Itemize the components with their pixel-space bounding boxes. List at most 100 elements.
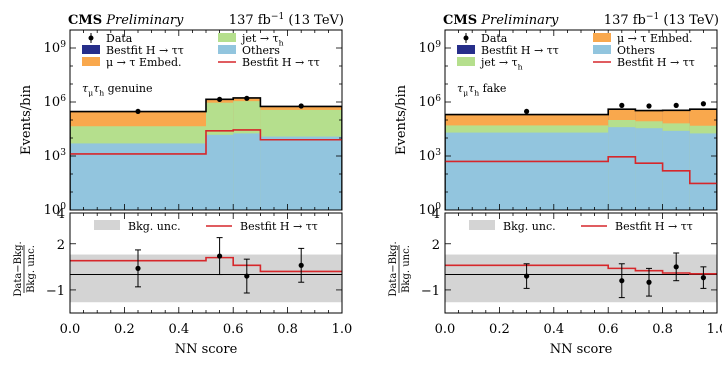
category-label: τμ​τh​ genuine (82, 82, 152, 97)
text-span: Bestfit H → ττ (617, 56, 695, 69)
ratio-signal-line (70, 256, 342, 273)
ratio-y-tick-label: −1 (421, 284, 440, 299)
ratio-ylabel-denominator: Bkg. unc. (26, 245, 37, 293)
ratio-point (298, 262, 304, 268)
text-span: jet → τ (479, 56, 518, 69)
ratio-point (217, 253, 223, 259)
y-tick-label: 100 (44, 202, 67, 218)
legend-label: jet → τh​ (240, 32, 284, 47)
stack-bar (689, 133, 717, 210)
ratio-y-axis-label: Data−Bkg. Bkg. unc. (388, 241, 412, 296)
x-axis-label: NN score (550, 342, 613, 357)
text-span: 6 (435, 94, 441, 104)
x-tick-label: 0.4 (543, 322, 564, 337)
text-span: jet → τ (240, 32, 279, 45)
legend-label: Bestfit H → ττ (242, 56, 320, 69)
legend-label: Bestfit H → ττ (106, 44, 184, 57)
text-span: μ → τ Embed. (617, 32, 693, 45)
stack-bar (206, 134, 234, 210)
text-span: 0 (435, 202, 441, 212)
legend-marker-box (82, 45, 100, 54)
text-span: Others (617, 44, 655, 57)
data-point (217, 96, 223, 102)
text-span: 10 (44, 95, 61, 110)
stack-bar (608, 127, 636, 210)
y-tick-label: 106 (419, 94, 442, 110)
text-span: Bestfit H → ττ (481, 44, 559, 57)
y-axis-label: Events/bin (394, 84, 409, 155)
data-point (244, 95, 250, 101)
y-tick-label: 109 (419, 40, 442, 56)
ratio-legend-unc: Bkg. unc. (128, 220, 181, 233)
y-tick-label: 109 (44, 40, 67, 56)
text-span: Preliminary (105, 13, 184, 28)
data-point (619, 102, 625, 108)
text-span: 0 (60, 202, 66, 212)
data-point (298, 103, 304, 109)
y-tick-label: 103 (44, 148, 67, 164)
text-span: μ (88, 88, 93, 97)
ratio-ylabel-numerator: Data−Bkg. (13, 241, 24, 296)
stack-bar (233, 133, 261, 210)
signal-line (70, 129, 342, 155)
text-span: h (518, 62, 523, 71)
text-span: Bestfit H → ττ (106, 44, 184, 57)
text-span: τ (82, 82, 89, 95)
legend-marker-box (593, 45, 611, 54)
ratio-y-axis-label: Data−Bkg. Bkg. unc. (13, 241, 37, 296)
ratio-point (673, 264, 679, 270)
ratio-frame (444, 212, 718, 314)
text-span: 10 (419, 203, 436, 218)
x-tick-label: 0.2 (489, 322, 510, 337)
ratio-frame (69, 212, 343, 314)
x-tick-label: 0.8 (652, 322, 673, 337)
x-tick-label: 0.4 (168, 322, 189, 337)
y-tick-label: 100 (419, 202, 442, 218)
ratio-y-tick-label: 2 (57, 238, 65, 253)
text-span: Data (481, 32, 508, 45)
text-span: τ (93, 82, 100, 95)
stack-bar (445, 132, 609, 210)
text-span: Preliminary (480, 13, 559, 28)
legend-marker-box (218, 45, 236, 54)
text-span: 6 (60, 94, 66, 104)
stack-bar (260, 136, 342, 210)
ratio-point (700, 275, 707, 281)
legend-marker-box (457, 57, 475, 66)
header-experiment: CMS Preliminary (68, 13, 184, 28)
text-span: μ (463, 88, 468, 97)
ratio-point (244, 273, 250, 279)
data-point (700, 101, 707, 107)
text-span: (13 TeV) (284, 13, 344, 28)
text-span: h (474, 88, 479, 97)
header-lumi: 137 fb−1 (13 TeV) (604, 12, 719, 28)
legend-label: Others (242, 44, 280, 57)
legend-label: Bestfit H → ττ (481, 44, 559, 57)
ratio-y-tick-label: 4 (57, 207, 65, 222)
text-span: 10 (419, 95, 436, 110)
ratio-point (619, 278, 625, 284)
legend-marker-data (88, 35, 94, 41)
text-span: 9 (435, 40, 441, 50)
legend-label: Data (106, 32, 133, 45)
ratio-legend-signal: Bestfit H → ττ (240, 220, 318, 233)
x-tick-label: 1.0 (707, 322, 722, 337)
ratio-point (135, 265, 141, 271)
text-span: h (279, 38, 284, 47)
y-axis-label: Events/bin (19, 84, 34, 155)
text-span: −1 (646, 12, 659, 22)
text-span: 10 (44, 41, 61, 56)
text-span: genuine (104, 82, 152, 95)
legend-marker-box (457, 45, 475, 54)
unc-band (445, 254, 717, 303)
x-tick-label: 0.0 (435, 322, 456, 337)
data-point (673, 102, 679, 108)
x-tick-label: 0.2 (114, 322, 135, 337)
text-span: τ (457, 82, 464, 95)
text-span: Bestfit H → ττ (615, 220, 693, 233)
